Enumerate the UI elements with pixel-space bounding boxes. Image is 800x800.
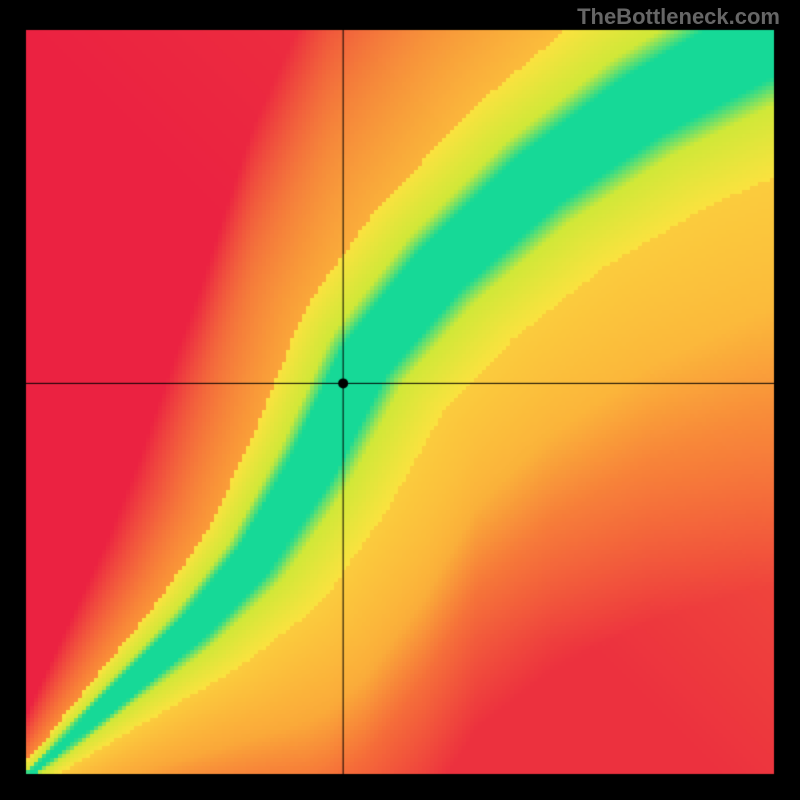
heatmap-canvas: [0, 0, 800, 800]
watermark-text: TheBottleneck.com: [577, 4, 780, 30]
bottleneck-heatmap-container: TheBottleneck.com: [0, 0, 800, 800]
